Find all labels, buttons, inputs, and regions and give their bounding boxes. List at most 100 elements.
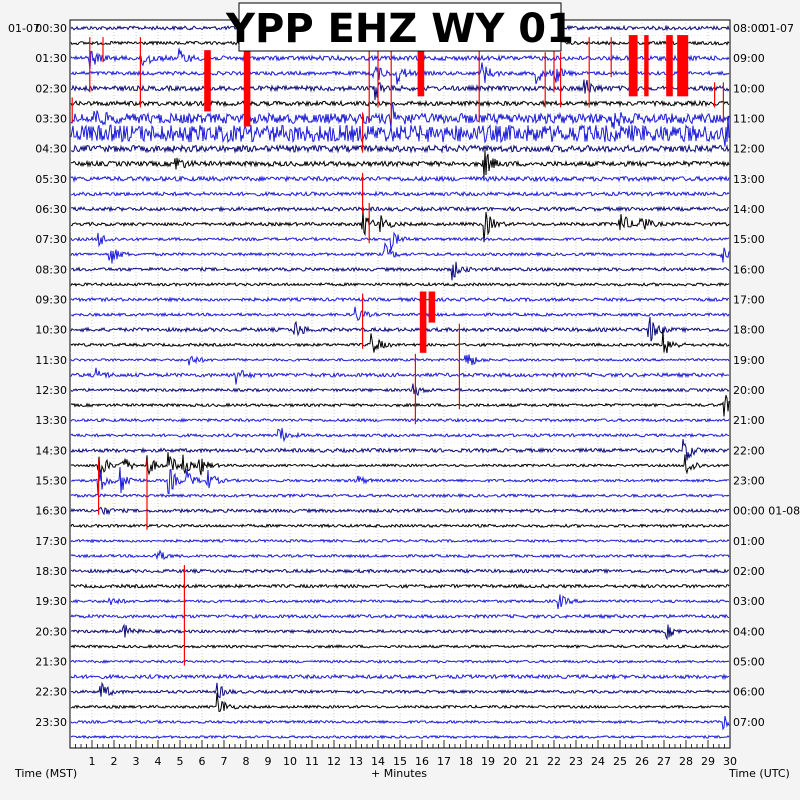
- right-time-label: 09:00: [733, 52, 765, 65]
- trace-row: [70, 623, 730, 641]
- trace-row: [70, 354, 730, 366]
- right-time-label: 22:00: [733, 444, 765, 457]
- trace-row: [70, 583, 730, 590]
- trace-row: [70, 466, 730, 495]
- x-tick-label: 29: [701, 755, 715, 768]
- date-left-label: 01-07: [8, 22, 40, 35]
- trace-row: [70, 613, 730, 620]
- left-time-label: 15:30: [35, 475, 67, 488]
- left-time-labels: 00:30 01:30 02:30 03:30 04:30 05:30 06:30 07:30…: [35, 22, 67, 729]
- trace-row: [70, 383, 730, 397]
- x-tick-label: 5: [177, 755, 184, 768]
- trace-row: [70, 673, 730, 681]
- x-tick-label: 12: [327, 755, 341, 768]
- right-time-label: 00:00 01-08: [733, 505, 800, 518]
- x-tick-label: 11: [305, 755, 319, 768]
- left-time-label: 11:30: [35, 354, 67, 367]
- left-time-label: 18:30: [35, 565, 67, 578]
- right-time-label: 20:00: [733, 384, 765, 397]
- trace-row: [70, 523, 730, 529]
- left-time-label: 17:30: [35, 535, 67, 548]
- x-tick-label: 6: [199, 755, 206, 768]
- trace-row: [70, 242, 730, 264]
- x-tick-label: 2: [111, 755, 118, 768]
- right-time-label: 13:00: [733, 173, 765, 186]
- trace-row: [70, 427, 730, 443]
- trace-row: [70, 538, 730, 544]
- right-time-label: 16:00: [733, 263, 765, 276]
- x-tick-label: 25: [613, 755, 627, 768]
- x-tick-label: 27: [657, 755, 671, 768]
- x-tick-label: 3: [133, 755, 140, 768]
- x-tick-label: 14: [371, 755, 385, 768]
- trace-row: [71, 149, 730, 178]
- clipped-event-band: [666, 35, 673, 97]
- trace-row: [70, 103, 730, 129]
- left-time-label: 07:30: [35, 233, 67, 246]
- left-time-label: 03:30: [35, 113, 67, 126]
- left-time-label: 21:30: [35, 656, 67, 669]
- right-time-label: 12:00: [733, 143, 765, 156]
- chart-title: YPP EHZ WY 01: [225, 6, 574, 52]
- x-label-center: + Minutes: [371, 767, 427, 780]
- x-tick-label: 13: [349, 755, 363, 768]
- x-tick-label: 23: [569, 755, 583, 768]
- trace-row: [70, 659, 730, 664]
- left-time-label: 22:30: [35, 686, 67, 699]
- left-time-label: 10:30: [35, 324, 67, 337]
- x-label-left: Time (MST): [14, 767, 77, 780]
- clipped-event-band: [628, 35, 638, 97]
- left-time-label: 09:30: [35, 294, 67, 307]
- x-tick-label: 7: [221, 755, 228, 768]
- title-box: [238, 2, 562, 52]
- x-tick-label: 18: [459, 755, 473, 768]
- trace-row: [70, 79, 730, 101]
- trace-row: [70, 681, 730, 699]
- left-time-label: 14:30: [35, 444, 67, 457]
- trace-row: [70, 330, 730, 354]
- trace-row: [70, 306, 730, 322]
- trace-row: [70, 231, 730, 251]
- trace-row: [70, 261, 730, 281]
- x-tick-label: 9: [265, 755, 272, 768]
- trace-row: [70, 281, 730, 288]
- right-time-label: 21:00: [733, 414, 765, 427]
- trace-row: [70, 567, 730, 575]
- trace-row: [70, 316, 730, 342]
- trace-row: [70, 715, 730, 731]
- trace-row: [70, 452, 730, 476]
- right-time-label: 18:00: [733, 324, 765, 337]
- trace-row: [70, 492, 730, 499]
- right-time-label: 19:00: [733, 354, 765, 367]
- right-time-label: 04:00: [733, 625, 765, 638]
- trace-row: [70, 644, 730, 650]
- trace-row: [70, 190, 730, 198]
- trace-row: [70, 115, 730, 147]
- left-time-label: 13:30: [35, 414, 67, 427]
- left-time-label: 20:30: [35, 625, 67, 638]
- x-tick-label: 8: [243, 755, 250, 768]
- trace-row: [70, 296, 730, 303]
- trace-row: [70, 549, 730, 561]
- trace-row: [70, 205, 729, 213]
- trace-row: [70, 594, 730, 609]
- left-time-label: 19:30: [35, 595, 67, 608]
- trace-row: [70, 367, 729, 385]
- x-tick-label: 16: [415, 755, 429, 768]
- x-tick-label: 24: [591, 755, 605, 768]
- trace-row: [70, 734, 730, 740]
- left-time-label: 12:30: [35, 384, 67, 397]
- left-time-label: 01:30: [35, 52, 67, 65]
- x-tick-label: 28: [679, 755, 693, 768]
- right-time-labels: 08:00 09:00 10:00 11:00 12:00 13:00 14:00 15:00…: [733, 22, 800, 729]
- right-time-label: 02:00: [733, 565, 765, 578]
- trace-row: [70, 175, 730, 183]
- clipped-event-band: [417, 35, 425, 97]
- clipped-event-band: [204, 50, 211, 112]
- right-time-label: 08:00: [733, 22, 765, 35]
- trace-row: [70, 48, 730, 70]
- gridlines: [70, 20, 730, 748]
- left-time-label: 16:30: [35, 505, 67, 518]
- right-time-label: 03:00: [733, 595, 765, 608]
